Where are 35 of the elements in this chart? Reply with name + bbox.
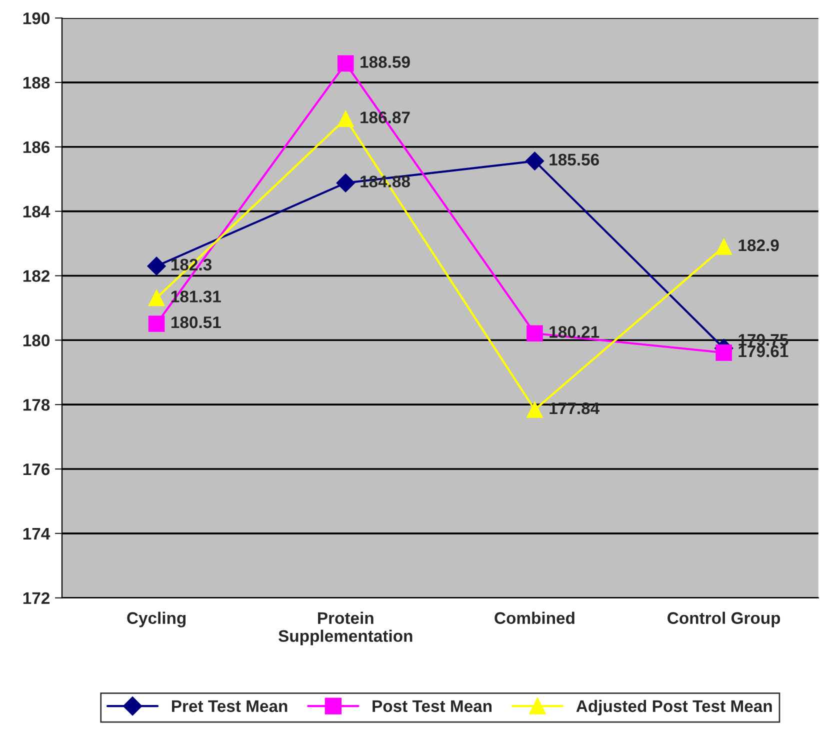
point <box>526 325 543 342</box>
y-tick-label: 188 <box>23 76 50 89</box>
point <box>716 238 732 255</box>
point <box>526 402 543 418</box>
point <box>148 290 165 306</box>
y-tick-label: 184 <box>23 206 50 218</box>
y-tick-label: 186 <box>23 141 50 154</box>
data-label: 180.21 <box>550 326 600 338</box>
point <box>147 256 166 276</box>
x-tick-label: Combined <box>494 612 574 624</box>
data-label: 188.59 <box>360 56 410 68</box>
point <box>337 55 354 72</box>
y-tick-label: 178 <box>23 398 50 411</box>
y-tick-label: 176 <box>23 463 50 476</box>
data-label: 177.84 <box>550 402 600 414</box>
point <box>716 344 732 361</box>
legend-label: Post Test Mean <box>372 700 492 712</box>
y-tick-label: 180 <box>23 334 50 346</box>
data-label: 179.61 <box>738 345 788 358</box>
y-tick-label: 182 <box>23 270 50 282</box>
point <box>148 316 165 332</box>
y-tick-label: 172 <box>23 592 50 604</box>
x-tick-label: Cycling <box>127 612 186 628</box>
point <box>525 152 544 170</box>
point <box>336 174 355 192</box>
x-tick-label: Control Group <box>668 612 780 628</box>
y-tick-label: 190 <box>23 12 50 24</box>
data-label: 180.51 <box>171 316 221 328</box>
y-tick-label: 174 <box>23 528 50 540</box>
point <box>337 110 354 128</box>
legend-label: Adjusted Post Test Mean <box>576 700 772 716</box>
data-label: 182.9 <box>738 239 779 252</box>
legend-label: Pret Test Mean <box>172 700 288 712</box>
data-label: 185.56 <box>550 154 599 166</box>
x-tick-label: Protein Supplementation <box>278 612 412 646</box>
